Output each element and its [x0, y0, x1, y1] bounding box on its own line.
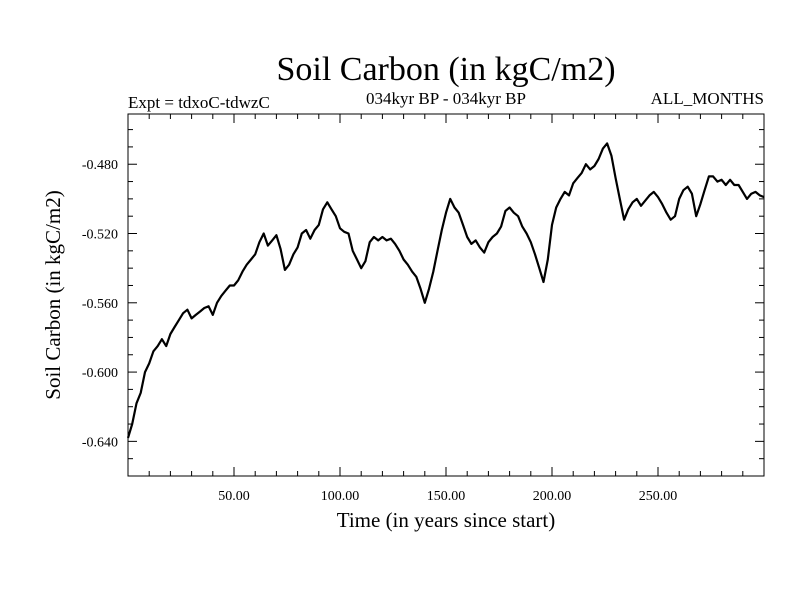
x-axis-label: Time (in years since start): [337, 508, 556, 532]
x-tick-labels: 50.00 100.00 150.00 200.00 250.00: [218, 489, 677, 504]
y-tick-label: -0.640: [82, 435, 118, 450]
axis-ticks: [128, 114, 764, 476]
chart-title: Soil Carbon (in kgC/m2): [276, 51, 615, 88]
y-tick-label: -0.520: [82, 228, 118, 243]
y-axis-label: Soil Carbon (in kgC/m2): [41, 190, 65, 399]
x-tick-label: 50.00: [218, 489, 250, 504]
x-tick-label: 200.00: [533, 489, 572, 504]
y-tick-labels: -0.640 -0.600 -0.560 -0.520 -0.480: [82, 158, 118, 450]
y-tick-label: -0.560: [82, 297, 118, 312]
x-tick-label: 250.00: [639, 489, 678, 504]
period-label: 034kyr BP - 034kyr BP: [366, 89, 526, 108]
y-tick-label: -0.600: [82, 366, 118, 381]
x-tick-label: 150.00: [427, 489, 466, 504]
y-tick-label: -0.480: [82, 158, 118, 173]
series-line: [126, 142, 765, 439]
experiment-label: Expt = tdxoC-tdwzC: [128, 93, 270, 112]
x-tick-label: 100.00: [321, 489, 360, 504]
months-label: ALL_MONTHS: [651, 89, 764, 108]
